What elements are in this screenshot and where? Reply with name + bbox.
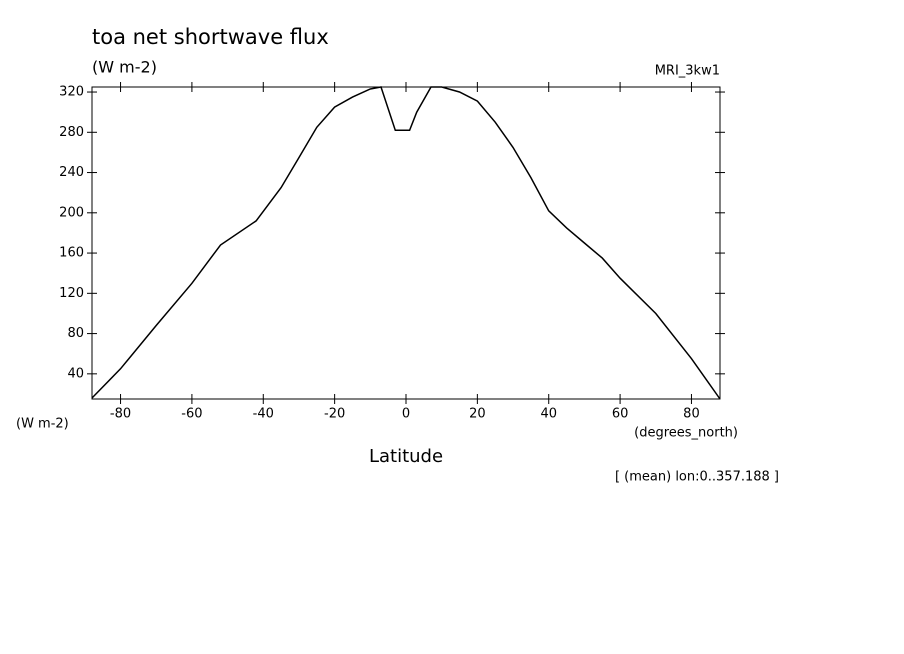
dataset-label: MRI_3kw1	[655, 64, 720, 79]
y-tick-label: 200	[59, 205, 84, 220]
subtitle: (W m-2)	[92, 58, 157, 77]
x-units: (degrees_north)	[634, 426, 738, 441]
plot-frame	[91, 86, 721, 400]
x-tick-label: 0	[402, 407, 410, 422]
x-tick-label: -20	[324, 407, 345, 422]
y-tick-label: 160	[59, 246, 84, 261]
x-tick-label: 80	[683, 407, 700, 422]
x-tick-label: -60	[181, 407, 202, 422]
annotation: [ (mean) lon:0..357.188 ]	[615, 470, 779, 485]
x-tick-label: 20	[469, 407, 486, 422]
x-tick-label: 60	[612, 407, 629, 422]
y-tick-label: 80	[67, 326, 84, 341]
y-tick-label: 40	[67, 366, 84, 381]
y-tick-label: 240	[59, 165, 84, 180]
x-tick-label: -40	[253, 407, 274, 422]
x-tick-label: 40	[540, 407, 557, 422]
y-units: (W m-2)	[16, 417, 69, 432]
data-line	[91, 86, 721, 400]
y-tick-label: 320	[59, 85, 84, 100]
x-tick-label: -80	[110, 407, 131, 422]
chart-title: toa net shortwave flux	[92, 25, 329, 49]
y-tick-label: 120	[59, 286, 84, 301]
y-tick-label: 280	[59, 125, 84, 140]
x-axis-title: Latitude	[369, 446, 443, 467]
